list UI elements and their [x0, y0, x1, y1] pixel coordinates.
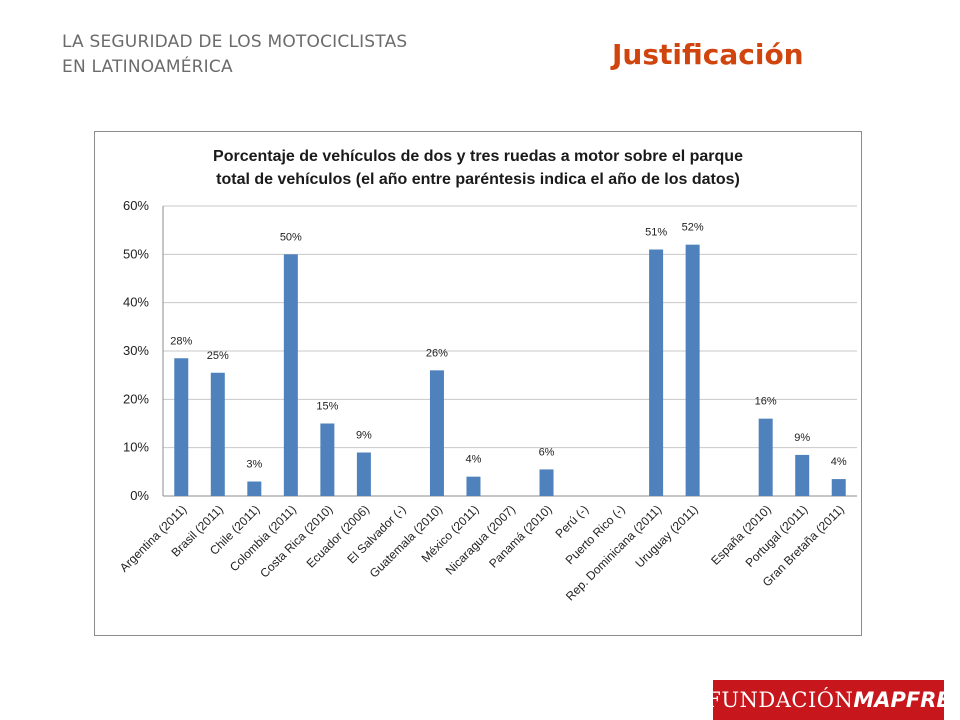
bar [539, 469, 554, 496]
x-category-label: Colombia (2011) [227, 502, 299, 574]
x-category-labels: Argentina (2011)Brasil (2011)Chile (2011… [117, 502, 847, 603]
data-label: 52% [682, 222, 704, 234]
x-category-label: Ecuador (2006) [304, 502, 372, 570]
data-labels: 28% 25% 3% 50% 15% 9% 26% 4% 6% 51% 52% 16% 9% 4% [170, 222, 847, 471]
bar-chart: Porcentaje de vehículos de dos y tres ru… [117, 148, 857, 603]
data-label: 51% [645, 227, 667, 239]
bar [795, 454, 810, 496]
y-tick-labels: 0% 10% 20% 30% 40% 50% 60% [123, 198, 149, 503]
bar [466, 476, 481, 496]
logo-text-fundacion: FUNDACIÓN [706, 688, 854, 712]
y-tick-label: 40% [123, 295, 149, 310]
bars [174, 244, 846, 496]
bar [356, 452, 371, 496]
data-label: 25% [207, 350, 229, 362]
y-tick-label: 20% [123, 391, 149, 406]
data-label: 4% [831, 456, 847, 468]
y-tick-label: 0% [130, 488, 149, 503]
y-tick-label: 30% [123, 343, 149, 358]
gridlines [163, 205, 857, 449]
y-tick-label: 10% [123, 440, 149, 455]
data-label: 9% [356, 430, 372, 442]
x-category-label: Panamá (2010) [486, 502, 554, 570]
data-label: 26% [426, 347, 448, 359]
data-label: 9% [794, 432, 810, 444]
axes [162, 206, 857, 497]
data-label: 16% [755, 396, 777, 408]
y-tick-label: 60% [123, 198, 149, 213]
bar [831, 479, 846, 496]
chart-title-line-1: Porcentaje de vehículos de dos y tres ru… [213, 148, 743, 165]
page-title: Justificación [612, 38, 804, 71]
subtitle-line-2: EN LATINOAMÉRICA [62, 57, 233, 77]
data-label: 50% [280, 231, 302, 243]
chart-container: Porcentaje de vehículos de dos y tres ru… [94, 131, 862, 636]
y-tick-label: 50% [123, 246, 149, 261]
data-label: 28% [170, 335, 192, 347]
data-label: 3% [246, 459, 262, 471]
bar [649, 249, 664, 496]
bar [174, 358, 189, 496]
bar [283, 254, 298, 496]
bar [758, 418, 773, 496]
bar [247, 481, 262, 496]
bar [685, 244, 700, 496]
presentation-subtitle: LA SEGURIDAD DE LOS MOTOCICLISTAS EN LAT… [62, 30, 407, 80]
logo-text-mapfre: MAPFRE [853, 688, 951, 712]
data-label: 4% [466, 454, 482, 466]
bar [320, 423, 335, 496]
bar [429, 370, 444, 496]
subtitle-line-1: LA SEGURIDAD DE LOS MOTOCICLISTAS [62, 32, 408, 52]
fundacion-mapfre-logo: FUNDACIÓNMAPFRE [706, 680, 951, 720]
data-label: 6% [539, 446, 555, 458]
chart-title-line-2: total de vehículos (el año entre parénte… [216, 171, 740, 188]
bar [210, 372, 225, 496]
data-label: 15% [316, 401, 338, 413]
